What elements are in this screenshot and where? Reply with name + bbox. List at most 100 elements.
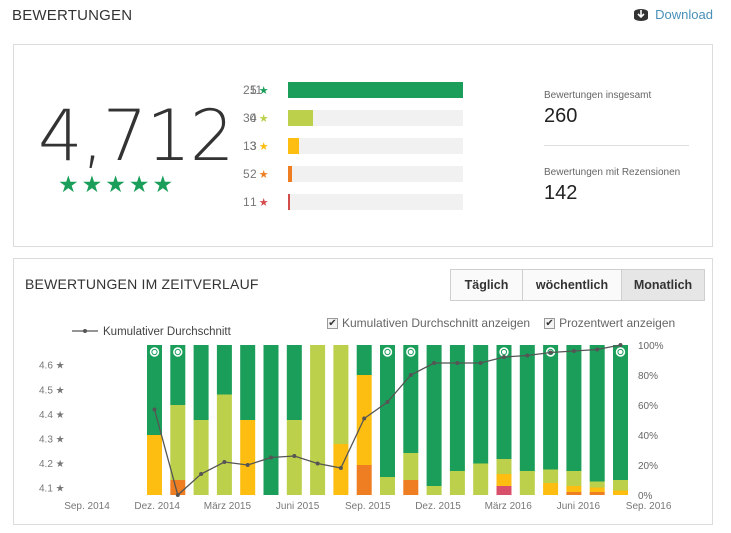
tab-daily[interactable]: Täglich	[451, 270, 523, 300]
cumulative-point	[338, 466, 343, 470]
legend-label: Kumulativer Durchschnitt	[103, 326, 232, 338]
bar-segment-s2	[566, 492, 582, 495]
cumulative-point	[222, 460, 227, 464]
bar-segment-s5	[613, 345, 628, 480]
page-title: BEWERTUNGEN	[12, 7, 133, 24]
y-right-tick: 60%	[638, 401, 658, 412]
timeline-card: BEWERTUNGEN IM ZEITVERLAUF Täglich wöche…	[13, 258, 713, 525]
review-icon	[174, 348, 181, 356]
cumulative-point	[199, 472, 204, 476]
cumulative-point	[175, 493, 180, 497]
star-icon: ★	[105, 171, 126, 197]
histogram-bar	[288, 82, 463, 98]
review-icon	[617, 348, 624, 356]
cumulative-point	[502, 355, 506, 359]
bar-segment-s5	[170, 345, 186, 405]
cumulative-point	[385, 400, 390, 404]
cumulative-checkbox[interactable]: ✔ Kumulativen Durchschnitt anzeigen	[327, 316, 530, 330]
cumulative-point	[269, 455, 273, 460]
bar-segment-s5	[263, 345, 279, 495]
bar-segment-s5	[193, 345, 209, 420]
bar-segment-s5	[380, 345, 395, 477]
star-icon: ★	[258, 197, 269, 209]
y-left-tick: 4.2 ★	[39, 459, 65, 470]
histogram-label: 5 ★	[250, 83, 288, 97]
histogram-count: 1	[243, 195, 250, 209]
cumulative-point	[618, 343, 623, 347]
bar-segment-s4	[403, 453, 419, 480]
x-tick: Sep. 2015	[345, 501, 391, 512]
ratings-timeline-chart: 0% 20% 40% 60% 80% 100% 4.1 ★ 4.2 ★ 4.3 ★ 4.4 ★ 4.…	[39, 326, 672, 512]
bar-segment-s4	[589, 481, 605, 488]
bar-segment-s4	[449, 471, 465, 495]
star-icon: ★	[258, 141, 269, 153]
y-right-tick: 0%	[638, 491, 653, 502]
bar-segment-s5	[356, 345, 372, 375]
cumulative-point	[245, 463, 250, 467]
bar-segment-s5	[449, 345, 465, 471]
cumulative-checkbox-label[interactable]: Kumulativen Durchschnitt anzeigen	[342, 316, 531, 330]
reviews-label: Bewertungen mit Rezensionen	[544, 167, 681, 178]
bar-segment-s4	[613, 480, 628, 491]
bar-segment-s2	[589, 492, 605, 495]
histogram-stars-value: 1	[250, 195, 257, 209]
timeline-title: BEWERTUNGEN IM ZEITVERLAUF	[25, 276, 259, 292]
download-link[interactable]: Download	[633, 7, 713, 22]
y-left-tick: 4.3 ★	[39, 434, 65, 445]
histogram-track	[288, 194, 463, 210]
histogram-stars-value: 5	[250, 83, 257, 97]
x-tick: Dez. 2014	[134, 501, 180, 512]
x-tick: Juni 2015	[276, 501, 320, 512]
y-left-tick: 4.1 ★	[39, 484, 65, 495]
x-tick: Juni 2016	[557, 501, 601, 512]
reviews-value: 142	[544, 182, 578, 204]
bar-segment-s2	[356, 465, 372, 495]
histogram-track	[288, 138, 463, 154]
y-left-tick: 4.5 ★	[39, 385, 65, 396]
total-ratings-value: 260	[544, 105, 578, 127]
bar-segment-s4	[473, 463, 489, 495]
cumulative-point	[525, 353, 530, 358]
star-icon: ★	[128, 171, 150, 197]
bar-segment-s5	[566, 345, 582, 471]
bar-segment-s4	[380, 477, 395, 495]
histogram-count: 211	[243, 83, 263, 97]
bar-segment-s3	[589, 487, 605, 492]
histogram-stars-value: 4	[250, 111, 257, 125]
bar-segment-s4	[426, 486, 442, 495]
histogram-row-3: 3 ★	[250, 137, 463, 155]
cumulative-point	[548, 350, 553, 355]
star-icon: ★	[58, 171, 79, 197]
x-tick: Sep. 2016	[626, 501, 672, 512]
bar-segment-s5	[496, 345, 512, 459]
percent-checkbox[interactable]: ✔ Prozentwert anzeigen	[544, 316, 675, 330]
histogram-label: 1 ★	[250, 195, 288, 209]
star-icon: ★	[258, 113, 269, 125]
y-right-tick: 40%	[638, 431, 658, 442]
histogram-bar	[288, 110, 313, 126]
cumulative-point	[315, 461, 320, 466]
tab-monthly[interactable]: Monatlich	[622, 270, 704, 300]
percent-checkbox-label[interactable]: Prozentwert anzeigen	[559, 316, 676, 330]
bar-segment-s3	[147, 435, 162, 495]
bar-segment-s4	[193, 420, 209, 495]
bar-segment-s5	[216, 345, 232, 395]
bar-segment-s3	[240, 420, 256, 495]
y-right-tick: 80%	[638, 371, 658, 382]
bar-segment-s4	[170, 405, 186, 480]
y-right-tick: 20%	[638, 461, 658, 472]
bar-segment-s5	[543, 345, 559, 470]
star-icon: ★	[258, 169, 269, 181]
cumulative-point	[478, 361, 483, 365]
bar-segment-s3	[566, 486, 582, 492]
cumulative-checkbox-box[interactable]: ✔	[327, 317, 338, 329]
tab-weekly[interactable]: wöchentlich	[523, 270, 622, 300]
histogram-row-5: 5 ★	[250, 81, 463, 99]
bar-segment-s4	[216, 394, 232, 495]
bar-segment-s2	[403, 480, 419, 495]
percent-checkbox-box[interactable]: ✔	[544, 317, 556, 329]
download-label[interactable]: Download	[655, 7, 713, 22]
bar-segment-s5	[519, 345, 535, 471]
cumulative-point	[362, 416, 367, 421]
histogram-count: 30	[243, 111, 257, 125]
